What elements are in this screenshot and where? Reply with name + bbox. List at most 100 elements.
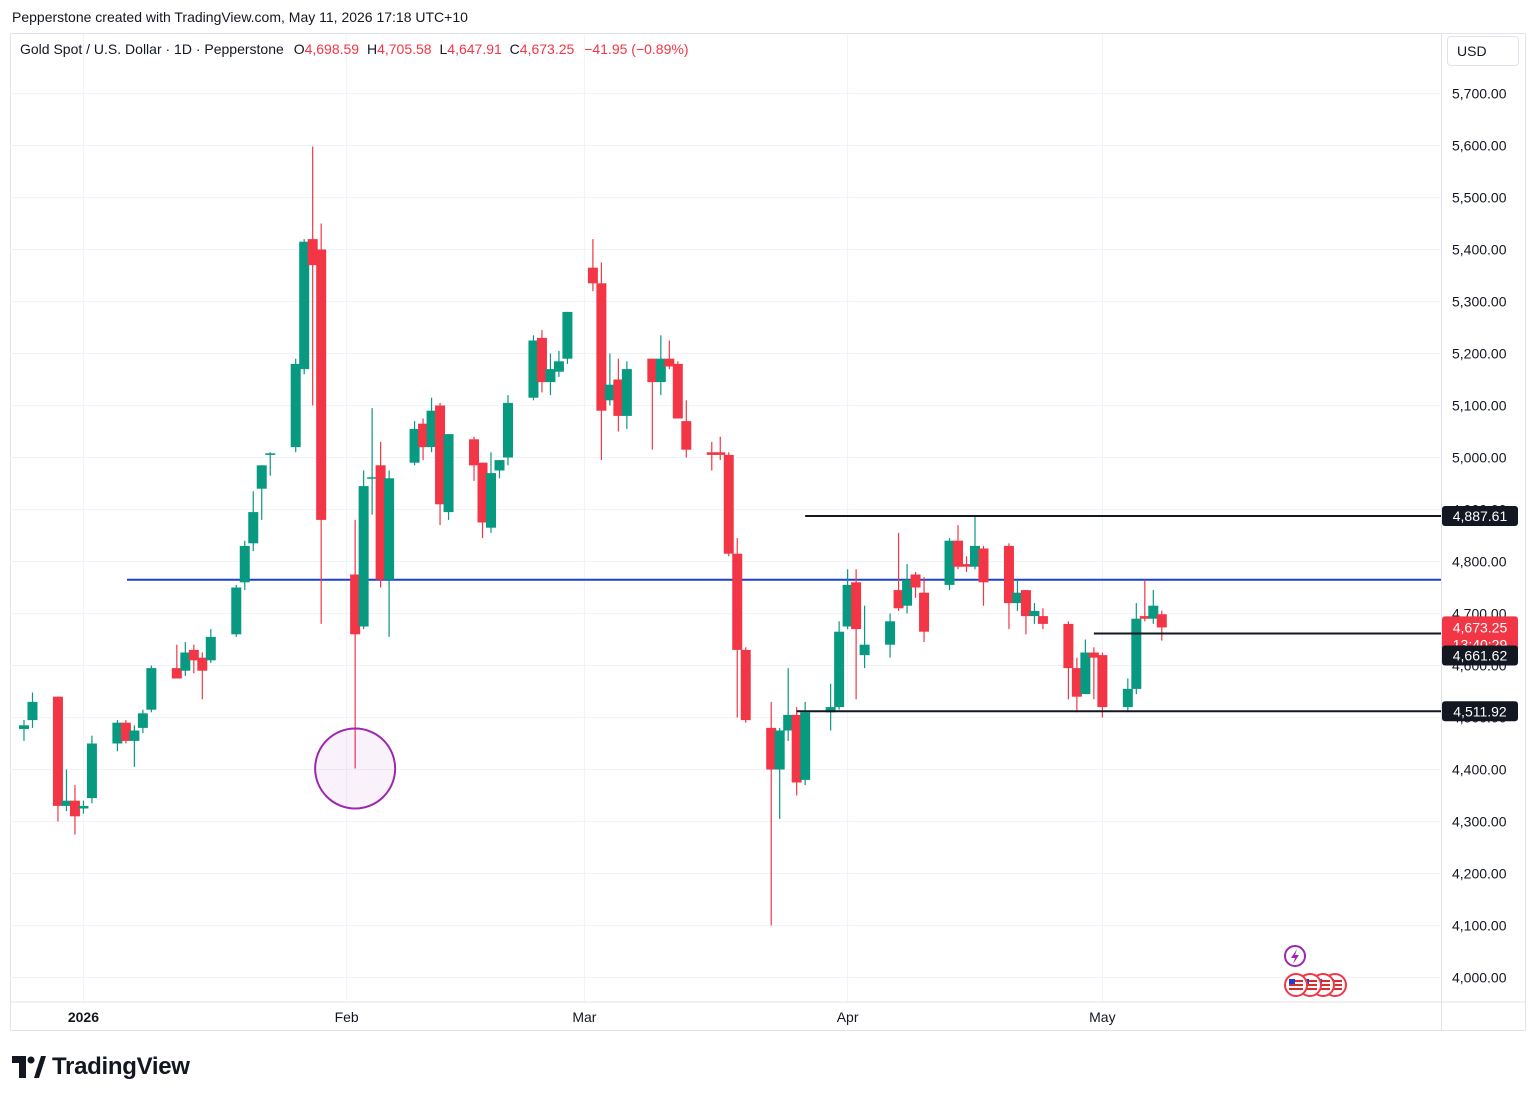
candle	[1122, 678, 1133, 713]
last-price-label: 4,673.25	[1453, 619, 1508, 635]
candle	[553, 350, 564, 377]
candle	[1020, 590, 1031, 635]
candle-body	[367, 477, 378, 479]
us-flag-stripe	[1289, 988, 1303, 990]
level-label-bottom-bg	[1442, 701, 1518, 722]
candle-body	[1122, 688, 1133, 708]
candle	[842, 569, 853, 630]
us-flag-stripe	[1303, 984, 1317, 986]
candle	[1003, 543, 1014, 630]
candle-body	[1063, 623, 1074, 669]
y-tick-label: 4,300.00	[1452, 814, 1507, 830]
level-label-top-bg	[1442, 505, 1518, 526]
us-flag-canton	[1289, 979, 1295, 984]
tradingview-logo-icon	[12, 1056, 46, 1078]
candle-body	[443, 434, 454, 513]
candle	[596, 262, 607, 461]
candle	[137, 709, 148, 734]
candle-body	[205, 636, 216, 661]
candle	[715, 436, 726, 461]
currency-button[interactable]: USD	[1447, 36, 1519, 66]
us-flag-stripe	[1316, 988, 1330, 990]
candle	[239, 540, 250, 591]
candle-body	[1012, 592, 1023, 604]
y-tick-label: 5,300.00	[1452, 294, 1507, 310]
candle	[180, 642, 191, 676]
candle	[978, 545, 989, 606]
us-flag-stripe	[1328, 988, 1342, 990]
candle-body	[1097, 655, 1108, 708]
candle-body	[545, 369, 556, 383]
candle	[188, 644, 199, 674]
candle-body	[231, 587, 242, 635]
candle	[1029, 603, 1040, 624]
candle	[146, 665, 157, 713]
candle-body	[502, 402, 513, 458]
candle	[621, 361, 632, 429]
candle-body	[1156, 614, 1167, 628]
tradingview-logo[interactable]: TradingView	[12, 1053, 190, 1081]
candle-body	[350, 574, 361, 635]
candle-body	[893, 590, 904, 609]
candle-body	[494, 460, 505, 471]
candle-body	[1071, 668, 1082, 697]
candle-body	[944, 540, 955, 585]
candle-body	[859, 644, 870, 656]
y-tick-label: 4,100.00	[1452, 918, 1507, 934]
candle-body	[978, 548, 989, 583]
candle-body	[672, 363, 683, 419]
candle-body	[613, 379, 624, 416]
candle-body	[919, 592, 930, 632]
candle	[1080, 639, 1091, 695]
legend-high-value: 4,705.58	[377, 41, 432, 57]
candle	[358, 470, 369, 630]
candle	[783, 668, 794, 741]
us-flag-stripe	[1316, 980, 1330, 982]
legend-open-value: 4,698.59	[304, 41, 360, 57]
candle	[171, 644, 182, 679]
candle	[672, 361, 683, 419]
candle-body	[604, 384, 615, 401]
candle-body	[435, 405, 446, 505]
candle	[435, 402, 446, 526]
candle-body	[18, 725, 29, 729]
candle-body	[664, 358, 675, 367]
candle-body	[316, 249, 327, 520]
y-tick-label: 5,200.00	[1452, 346, 1507, 362]
y-tick-label: 4,200.00	[1452, 866, 1507, 882]
candle-body	[902, 579, 913, 606]
candle	[69, 785, 80, 835]
candle	[800, 701, 811, 786]
candle	[740, 647, 751, 723]
candle	[902, 564, 913, 614]
candle	[205, 629, 216, 663]
us-flag-icon	[1284, 973, 1308, 997]
candle	[723, 452, 734, 557]
candle-body	[27, 701, 38, 721]
candle	[969, 515, 980, 570]
candle	[27, 692, 38, 728]
y-axis: 4,000.00 4,100.00 4,200.00 4,300.00 4,400.00…	[1452, 86, 1507, 986]
candle-body	[528, 340, 539, 398]
candle	[1148, 590, 1159, 624]
candle-body	[375, 465, 386, 580]
candle-body	[358, 486, 369, 627]
candle	[350, 519, 361, 769]
candle-body	[1029, 610, 1040, 617]
legend-high-label: H	[366, 41, 378, 57]
candle-body	[1020, 590, 1031, 617]
us-flag-stripe	[1289, 984, 1303, 986]
candle-body	[409, 428, 420, 463]
legend-close-value: 4,673.25	[519, 41, 575, 57]
candle	[851, 569, 862, 700]
candle-body	[1037, 616, 1048, 624]
candle	[1088, 647, 1099, 700]
candle	[486, 452, 496, 533]
y-tick-label: 5,500.00	[1452, 190, 1507, 206]
y-tick-label: 4,000.00	[1452, 970, 1507, 986]
legend-low-value: 4,647.91	[447, 41, 502, 57]
candle-body	[562, 311, 573, 359]
candle	[774, 727, 785, 819]
candle	[919, 577, 930, 643]
